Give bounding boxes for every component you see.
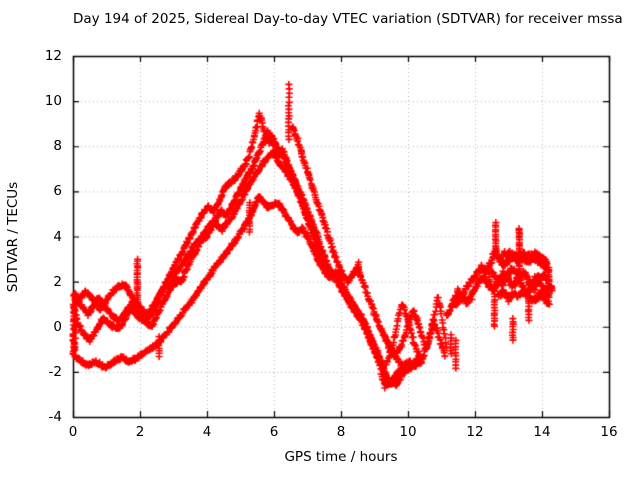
x-tick-label: 8: [336, 424, 346, 440]
y-tick-label: 6: [53, 183, 62, 200]
x-tick-label: 12: [466, 424, 484, 440]
x-tick-label: 14: [533, 424, 551, 440]
x-tick-label: 10: [399, 424, 417, 440]
y-tick-label: 2: [53, 273, 62, 290]
y-tick-label: 0: [53, 318, 62, 335]
x-tick-label: 4: [202, 424, 212, 440]
y-tick-label: 12: [44, 48, 62, 64]
x-axis-label: GPS time / hours: [284, 449, 398, 465]
y-tick-label: -4: [48, 409, 62, 425]
x-tick-label: 6: [269, 424, 279, 440]
y-tick-label: 8: [53, 138, 62, 155]
x-tick-label: 2: [135, 424, 145, 440]
chart-title: Day 194 of 2025, Sidereal Day-to-day VTE…: [73, 11, 623, 27]
y-tick-label: -2: [48, 363, 62, 380]
y-axis-label: SDTVAR / TECUs: [5, 181, 21, 293]
y-tick-label: 10: [44, 93, 62, 110]
y-tick-label: 4: [53, 228, 62, 245]
x-tick-label: 16: [600, 424, 618, 440]
x-tick-label: 0: [68, 424, 78, 440]
